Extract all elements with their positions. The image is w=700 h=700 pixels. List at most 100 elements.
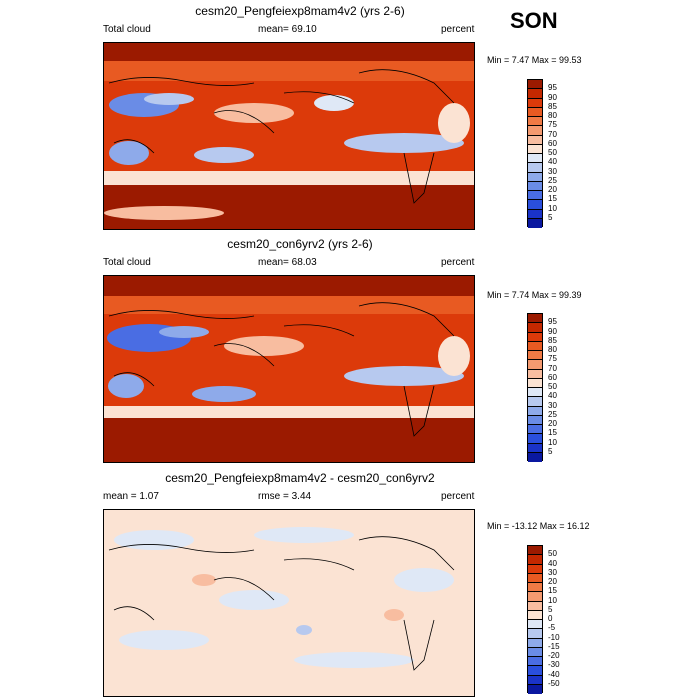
colorbar-tick-label: 95 [548, 83, 557, 93]
colorbar-tick-label: 80 [548, 111, 557, 120]
panel-2-units-label: percent [441, 257, 475, 268]
colorbar-tick-label: 60 [548, 372, 557, 382]
colorbar-swatch [528, 425, 542, 435]
colorbar-tick-label: 90 [548, 326, 557, 336]
panel-1-left-label: Total cloud [103, 24, 151, 35]
colorbar-swatch [528, 144, 542, 154]
colorbar-swatch [528, 163, 542, 173]
season-label: SON [510, 8, 558, 33]
colorbar-swatch [528, 620, 542, 630]
colorbar-tick-label: 30 [548, 166, 557, 176]
colorbar-swatch [528, 351, 542, 361]
colorbar-tick-label: 85 [548, 335, 557, 345]
colorbar-swatch [528, 378, 542, 388]
colorbar-tick-label: 15 [548, 428, 557, 438]
colorbar-swatch [528, 360, 542, 370]
colorbar-swatch [528, 314, 542, 324]
colorbar-tick-label: 70 [548, 363, 557, 373]
colorbar-tick-label: 50 [548, 382, 557, 391]
colorbar-swatch [528, 638, 542, 648]
panel-3-minmax: Min = -13.12 Max = 16.12 [487, 521, 590, 531]
panel-3-map [103, 509, 475, 697]
colorbar-swatch [528, 434, 542, 444]
colorbar-tick-label: -15 [548, 641, 560, 651]
colorbar-swatch [528, 415, 542, 425]
colorbar-swatch [528, 332, 542, 342]
colorbar-swatch [528, 443, 542, 453]
colorbar-swatch [528, 218, 542, 228]
colorbar-tick-label: 90 [548, 92, 557, 102]
colorbar-tick-label: -5 [548, 623, 556, 633]
panel-2-colorbar [527, 313, 543, 462]
colorbar-tick-label: 40 [548, 157, 557, 167]
colorbar-swatch [528, 684, 542, 694]
colorbar-swatch [528, 675, 542, 685]
colorbar-tick-label: 5 [548, 604, 553, 614]
colorbar-tick-label: 80 [548, 345, 557, 354]
colorbar-tick-label: 0 [548, 614, 553, 623]
colorbar-tick-label: 30 [548, 400, 557, 410]
panel-2-mean-label: mean= 68.03 [258, 257, 317, 268]
colorbar-swatch [528, 452, 542, 462]
colorbar-swatch [528, 546, 542, 556]
panel-1-mean-label: mean= 69.10 [258, 24, 317, 35]
colorbar-tick-label: 75 [548, 120, 557, 130]
panel-2-left-label: Total cloud [103, 257, 151, 268]
panel-2-map [103, 275, 475, 463]
panel-1-map [103, 42, 475, 230]
panel-1-colorbar [527, 79, 543, 228]
panel-2-minmax: Min = 7.74 Max = 99.39 [487, 290, 582, 300]
colorbar-tick-label: 30 [548, 567, 557, 577]
colorbar-tick-label: -40 [548, 669, 560, 679]
panel-3-units-label: percent [441, 491, 475, 502]
colorbar-swatch [528, 107, 542, 117]
colorbar-tick-label: 20 [548, 577, 557, 586]
colorbar-swatch [528, 555, 542, 565]
colorbar-swatch [528, 172, 542, 182]
colorbar-tick-label: 85 [548, 101, 557, 111]
colorbar-tick-label: -20 [548, 651, 560, 660]
colorbar-swatch [528, 647, 542, 657]
colorbar-swatch [528, 592, 542, 602]
colorbar-tick-label: 5 [548, 212, 553, 222]
colorbar-swatch [528, 209, 542, 219]
colorbar-tick-label: -10 [548, 632, 560, 642]
colorbar-tick-label: 10 [548, 203, 557, 213]
colorbar-swatch [528, 369, 542, 379]
panel-2-title: cesm20_con6yrv2 (yrs 2-6) [227, 237, 373, 251]
colorbar-tick-label: 10 [548, 595, 557, 605]
colorbar-swatch [528, 181, 542, 191]
colorbar-swatch [528, 154, 542, 164]
colorbar-tick-label: 10 [548, 437, 557, 447]
colorbar-swatch [528, 406, 542, 416]
colorbar-swatch [528, 397, 542, 407]
colorbar-swatch [528, 610, 542, 620]
colorbar-tick-label: -50 [548, 678, 560, 688]
colorbar-swatch [528, 323, 542, 333]
colorbar-swatch [528, 666, 542, 676]
colorbar-swatch [528, 657, 542, 667]
colorbar-swatch [528, 573, 542, 583]
colorbar-tick-label: 25 [548, 409, 557, 419]
colorbar-tick-label: 15 [548, 194, 557, 204]
colorbar-swatch [528, 388, 542, 398]
colorbar-swatch [528, 564, 542, 574]
panel-1-units-label: percent [441, 24, 475, 35]
colorbar-tick-label: 20 [548, 185, 557, 194]
colorbar-tick-label: 75 [548, 354, 557, 364]
panel-1-minmax: Min = 7.47 Max = 99.53 [487, 55, 582, 65]
colorbar-swatch [528, 341, 542, 351]
colorbar-tick-label: 50 [548, 549, 557, 559]
colorbar-swatch [528, 135, 542, 145]
panel-3-colorbar [527, 545, 543, 694]
colorbar-swatch [528, 117, 542, 127]
colorbar-swatch [528, 80, 542, 90]
colorbar-tick-label: 15 [548, 586, 557, 596]
colorbar-tick-label: -30 [548, 660, 560, 670]
colorbar-swatch [528, 583, 542, 593]
colorbar-swatch [528, 89, 542, 99]
colorbar-swatch [528, 629, 542, 639]
colorbar-tick-label: 5 [548, 446, 553, 456]
colorbar-swatch [528, 126, 542, 136]
colorbar-tick-label: 70 [548, 129, 557, 139]
